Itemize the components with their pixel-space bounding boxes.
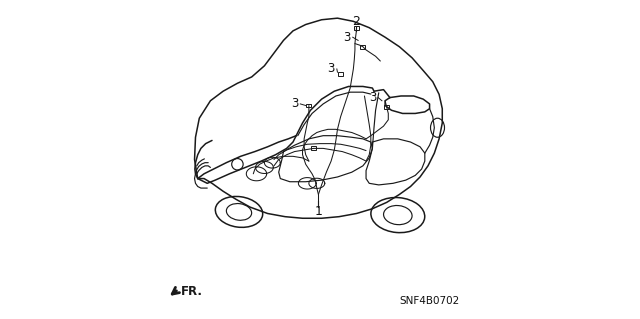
Text: SNF4B0702: SNF4B0702 [399,296,460,306]
Text: 3: 3 [343,31,351,44]
Text: 3: 3 [291,97,298,110]
Text: 3: 3 [369,91,376,104]
Text: FR.: FR. [181,285,203,298]
Text: 1: 1 [314,205,323,219]
Text: 2: 2 [351,15,360,28]
Text: 3: 3 [328,63,335,76]
